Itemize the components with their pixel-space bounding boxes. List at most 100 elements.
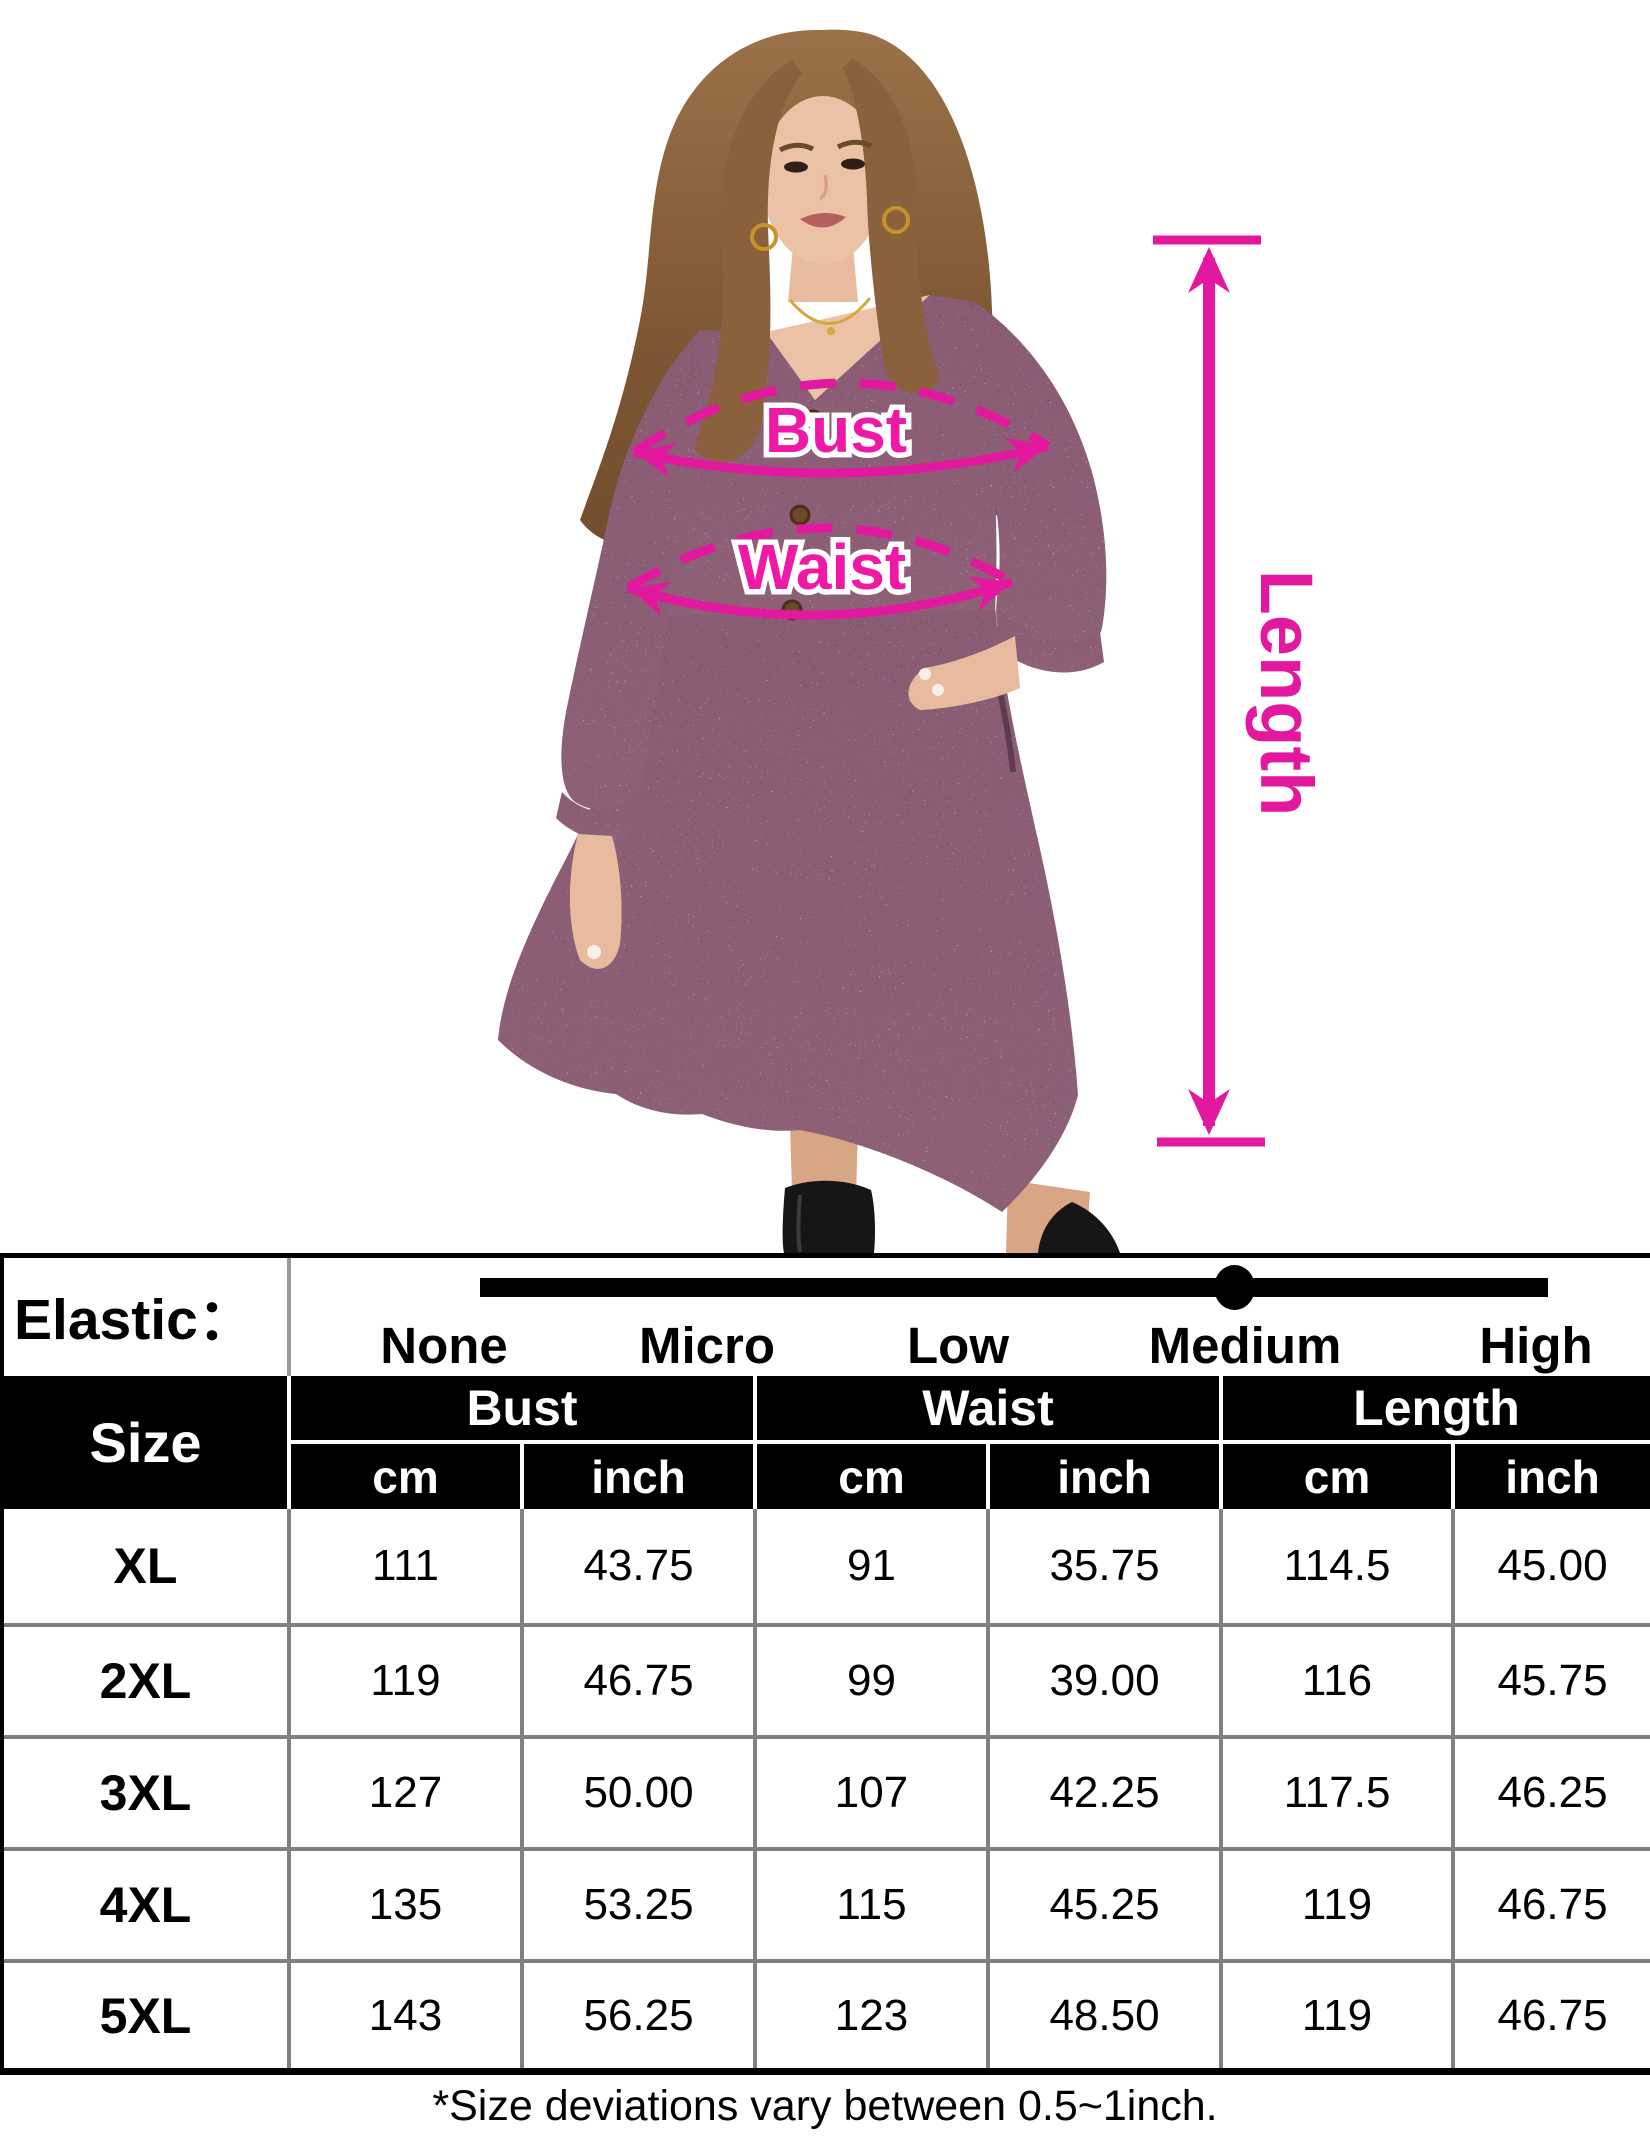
unit-header-cm: cm [1303,1450,1371,1503]
value-cell: 111 [287,1509,520,1623]
table-row: 4XL 135 53.25 115 45.25 119 46.75 [4,1847,1650,1959]
arrowhead-up-icon [1188,247,1230,293]
value-cell: 117.5 [1219,1739,1451,1847]
size-deviation-note: *Size deviations vary between 0.5~1inch. [432,2082,1218,2130]
length-label: Length [1245,570,1328,817]
header-divider [291,1440,1650,1444]
header-divider [753,1376,757,1509]
value-cell: 45.00 [1451,1509,1650,1623]
header-divider [986,1444,990,1509]
arrowhead-left-icon [628,581,672,617]
face [762,96,884,264]
value-cell: 45.25 [986,1851,1219,1959]
waist-group-header: Waist [922,1380,1054,1436]
header-divider [287,1376,291,1509]
value-cell: 107 [753,1739,986,1847]
value-cell: 135 [287,1851,520,1959]
boot-highlight [796,1194,802,1253]
value-cell: 56.25 [520,1963,753,2068]
value-cell: 39.00 [986,1627,1219,1735]
elastic-slider-thumb [1214,1265,1255,1310]
value-cell: 119 [1219,1851,1451,1959]
value-cell: 127 [287,1739,520,1847]
size-cell: 5XL [99,1987,192,2044]
value-cell: 46.75 [1451,1963,1650,2068]
eye [784,161,808,173]
hair-front-left [694,60,802,462]
necklace [788,297,872,325]
length-arrow [1153,235,1265,1147]
nail [932,684,944,696]
bust-label: Bust [765,394,907,466]
value-cell: 115 [753,1851,986,1959]
value-cell: 119 [287,1627,520,1735]
value-cell: 114.5 [1219,1509,1451,1623]
arrowhead-down-icon [1188,1089,1230,1135]
bust-group-header: Bust [466,1380,578,1436]
value-cell: 45.75 [1451,1627,1650,1735]
header-divider [1451,1444,1455,1509]
elastic-level-high: High [1479,1317,1593,1374]
elastic-level-micro: Micro [638,1317,776,1374]
value-cell: 46.75 [1451,1851,1650,1959]
value-cell: 123 [753,1963,986,2068]
elastic-level-none: None [380,1317,508,1374]
bust-measure-ellipse [631,378,1051,478]
size-cell: 4XL [99,1877,192,1933]
measurement-annotations [625,235,1265,1147]
size-cell: XL [113,1538,178,1594]
elastic-scale: None Micro Low Medium High [287,1258,1650,1376]
elastic-row: Elastic： None Micro Low Medium High [4,1258,1650,1376]
arrowhead-right-icon [968,576,1012,611]
value-cell: 46.75 [520,1627,753,1735]
model-illustration [498,29,1120,1253]
value-cell: 99 [753,1627,986,1735]
unit-header-cm: cm [372,1450,439,1503]
necklace-pendant [827,327,835,335]
value-cell: 143 [287,1963,520,2068]
nail [919,668,931,680]
unit-header-inch: inch [591,1450,686,1503]
value-cell: 91 [753,1509,986,1623]
dress-button [789,504,811,526]
table-row: 2XL 119 46.75 99 39.00 116 45.75 [4,1623,1650,1735]
right-boot [1038,1202,1120,1253]
unit-header-inch: inch [1505,1450,1600,1503]
product-photo: Bust Waist Length [498,29,1328,1253]
dress-button [802,409,824,431]
arrowhead-left-icon [634,442,677,478]
left-boot [782,1180,875,1253]
value-cell: 35.75 [986,1509,1219,1623]
header-divider [1219,1376,1223,1509]
table-row: 5XL 143 56.25 123 48.50 119 46.75 [4,1959,1650,2068]
length-group-header: Length [1353,1380,1520,1436]
eye [841,158,865,170]
size-table: Elastic： None Micro Low Medium High Size… [0,1253,1650,2075]
arrowhead-right-icon [1004,437,1048,473]
waist-label: Waist [738,531,906,603]
waist-measure-ellipse [625,523,1015,620]
value-cell: 43.75 [520,1509,753,1623]
value-cell: 48.50 [986,1963,1219,2068]
elastic-label: Elastic： [14,1288,255,1352]
table-header: Size Bust Waist Length cm inch cm inch c… [4,1376,1650,1509]
earring [750,223,778,251]
nose [818,174,828,201]
value-cell: 46.25 [1451,1739,1650,1847]
value-cell: 119 [1219,1963,1451,2068]
unit-header-inch: inch [1057,1450,1152,1503]
elastic-level-low: Low [907,1317,1009,1374]
header-divider [520,1444,524,1509]
value-cell: 42.25 [986,1739,1219,1847]
lips [800,212,846,228]
value-cell: 53.25 [520,1851,753,1959]
elastic-slider-track [480,1278,1548,1297]
table-row: XL 111 43.75 91 35.75 114.5 45.00 [4,1509,1650,1623]
eyebrow [778,142,815,153]
left-hand [569,834,622,969]
unit-header-cm: cm [838,1450,905,1503]
size-cell: 3XL [99,1765,192,1821]
eyebrow [836,139,873,150]
value-cell: 50.00 [520,1739,753,1847]
